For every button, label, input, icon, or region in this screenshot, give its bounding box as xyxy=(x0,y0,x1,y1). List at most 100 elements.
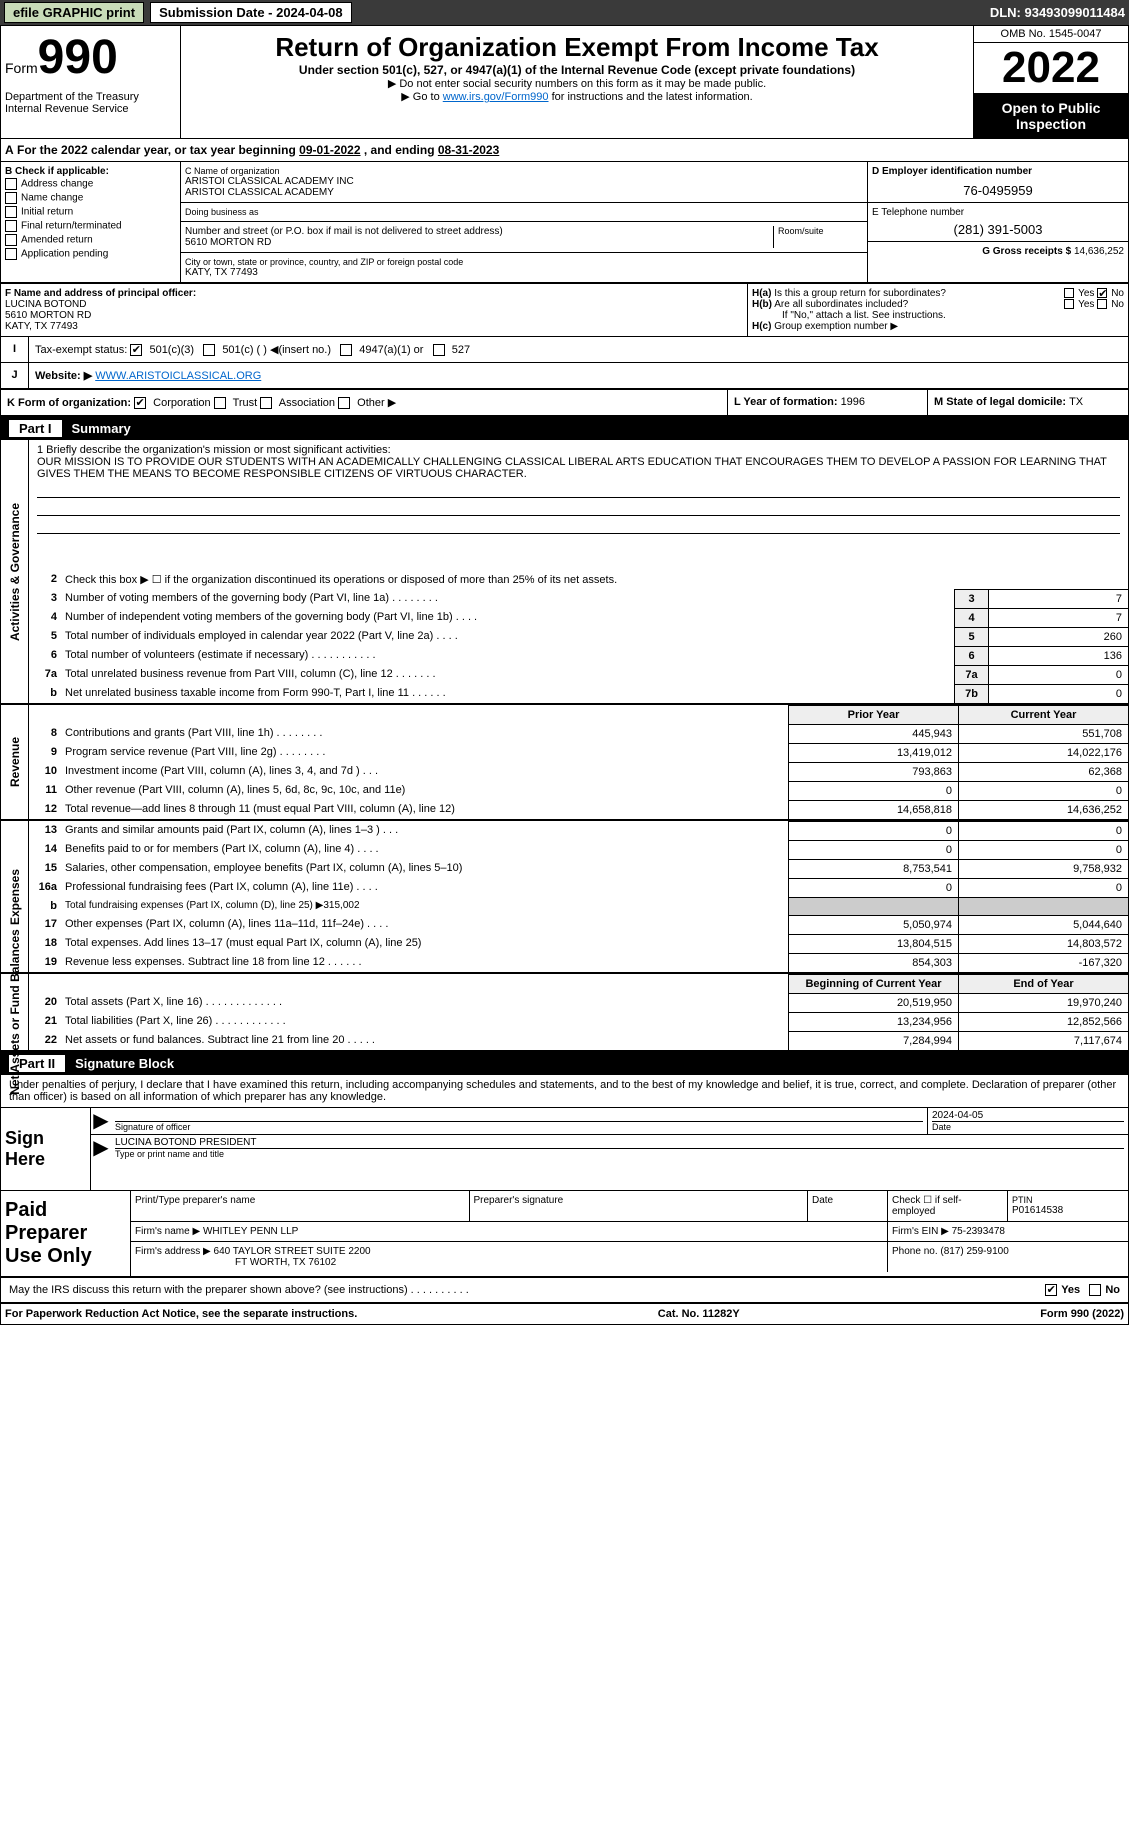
part-2-header: Part II Signature Block xyxy=(1,1052,1128,1075)
irs-link[interactable]: www.irs.gov/Form990 xyxy=(443,91,549,103)
data-line: 18 Total expenses. Add lines 13–17 (must… xyxy=(29,934,1128,953)
cb-other[interactable] xyxy=(338,397,350,409)
header-mid: Return of Organization Exempt From Incom… xyxy=(181,26,973,138)
firm-ein-cell: Firm's EIN ▶ 75-2393478 xyxy=(888,1222,1128,1241)
ha-no-checkbox[interactable] xyxy=(1097,288,1107,298)
arrow-icon: ▶ xyxy=(91,1135,111,1161)
blank-line xyxy=(37,516,1120,534)
tax-year-end: 08-31-2023 xyxy=(438,143,499,157)
cb-name-change[interactable]: Name change xyxy=(5,191,176,205)
line-text: Other revenue (Part VIII, column (A), li… xyxy=(61,781,788,800)
gov-line: 3 Number of voting members of the govern… xyxy=(29,589,1128,608)
date-label: Date xyxy=(932,1121,1124,1132)
city-box: City or town, state or province, country… xyxy=(181,253,867,282)
line-num: 12 xyxy=(29,800,61,819)
gross-receipts-value: 14,636,252 xyxy=(1074,246,1124,257)
block-e: E Telephone number (281) 391-5003 xyxy=(868,203,1128,242)
cb-final-return[interactable]: Final return/terminated xyxy=(5,219,176,233)
col-end-year: End of Year xyxy=(958,974,1128,993)
hc-text: Group exemption number ▶ xyxy=(774,321,898,332)
penalty-text: Under penalties of perjury, I declare th… xyxy=(1,1075,1128,1107)
ha-yes-checkbox[interactable] xyxy=(1064,288,1074,298)
block-bcde: B Check if applicable: Address change Na… xyxy=(1,162,1128,284)
gross-receipts-label: G Gross receipts $ xyxy=(982,246,1074,257)
tab-governance: Activities & Governance xyxy=(1,440,29,703)
line-text: Total number of individuals employed in … xyxy=(61,627,954,646)
line-value: 0 xyxy=(988,665,1128,684)
firm-name-value: WHITLEY PENN LLP xyxy=(203,1226,298,1237)
cb-association[interactable] xyxy=(260,397,272,409)
hb-no-checkbox[interactable] xyxy=(1097,299,1107,309)
data-line: 12 Total revenue—add lines 8 through 11 … xyxy=(29,800,1128,819)
no-label: No xyxy=(1111,299,1124,310)
line-text: Revenue less expenses. Subtract line 18 … xyxy=(61,953,788,972)
line-num: 16a xyxy=(29,878,61,897)
cb-address-change[interactable]: Address change xyxy=(5,177,176,191)
firm-addr-value: 640 TAYLOR STREET SUITE 2200 xyxy=(214,1246,371,1257)
sign-date: 2024-04-05 xyxy=(932,1110,1124,1121)
form-org-label: K Form of organization: xyxy=(7,397,131,409)
tab-gov-label: Activities & Governance xyxy=(8,503,22,641)
cb-initial-return[interactable]: Initial return xyxy=(5,205,176,219)
cb-527[interactable] xyxy=(433,344,445,356)
block-b-label: B Check if applicable: xyxy=(5,166,109,177)
line-text: Total revenue—add lines 8 through 11 (mu… xyxy=(61,800,788,819)
officer-addr: 5610 MORTON RD xyxy=(5,310,743,321)
part-1-header: Part I Summary xyxy=(1,417,1128,440)
cb-lbl: Name change xyxy=(21,193,83,204)
top-bar: efile GRAPHIC print Submission Date - 20… xyxy=(0,0,1129,25)
website-row: J Website: ▶ WWW.ARISTOICLASSICAL.ORG xyxy=(1,363,1128,390)
sign-right: ▶ Signature of officer 2024-04-05 Date ▶… xyxy=(91,1108,1128,1190)
line-box: 6 xyxy=(954,646,988,665)
gov-line: 5 Total number of individuals employed i… xyxy=(29,627,1128,646)
row-j-label: J xyxy=(1,363,29,388)
section-expenses: Expenses 13 Grants and similar amounts p… xyxy=(1,821,1128,974)
col-current-year: Current Year xyxy=(958,705,1128,724)
line-text: Total number of volunteers (estimate if … xyxy=(61,646,954,665)
firm-phone-label: Phone no. xyxy=(892,1246,940,1257)
firm-addr2-value: FT WORTH, TX 76102 xyxy=(135,1257,883,1268)
firm-name-label: Firm's name ▶ xyxy=(135,1226,200,1237)
prior-year-value: 14,658,818 xyxy=(788,800,958,819)
blank-line xyxy=(37,480,1120,498)
cb-lbl: Amended return xyxy=(21,235,93,246)
discuss-no-checkbox[interactable] xyxy=(1089,1284,1101,1296)
cb-corporation[interactable] xyxy=(134,397,146,409)
cb-501c[interactable] xyxy=(203,344,215,356)
prior-year-value: 793,863 xyxy=(788,762,958,781)
cb-amended-return[interactable]: Amended return xyxy=(5,233,176,247)
cb-application-pending[interactable]: Application pending xyxy=(5,247,176,261)
footer-left: For Paperwork Reduction Act Notice, see … xyxy=(5,1308,357,1320)
blank-line xyxy=(37,498,1120,516)
preparer-date-hdr: Date xyxy=(808,1191,888,1221)
ha-text: Is this a group return for subordinates? xyxy=(774,288,946,299)
ssn-warning: ▶ Do not enter social security numbers o… xyxy=(189,77,965,90)
line-box: 7a xyxy=(954,665,988,684)
line-num: 9 xyxy=(29,743,61,762)
prior-year-value: 5,050,974 xyxy=(788,915,958,934)
part-1-title: Summary xyxy=(72,421,131,436)
paid-row-3: Firm's address ▶ 640 TAYLOR STREET SUITE… xyxy=(131,1242,1128,1272)
cb-501c3[interactable] xyxy=(130,344,142,356)
opt-corp: Corporation xyxy=(153,397,210,409)
data-line: 9 Program service revenue (Part VIII, li… xyxy=(29,743,1128,762)
arrow-icon: ▶ xyxy=(91,1108,111,1134)
block-m: M State of legal domicile: TX xyxy=(928,390,1128,415)
header-right: OMB No. 1545-0047 2022 Open to Public In… xyxy=(973,26,1128,138)
website-link[interactable]: WWW.ARISTOICLASSICAL.ORG xyxy=(95,370,261,382)
cb-trust[interactable] xyxy=(214,397,226,409)
line-num: 21 xyxy=(29,1012,61,1031)
hb-yes-checkbox[interactable] xyxy=(1064,299,1074,309)
line-num: 5 xyxy=(29,627,61,646)
addr-label: Number and street (or P.O. box if mail i… xyxy=(185,226,773,237)
officer-label: F Name and address of principal officer: xyxy=(5,288,196,299)
line-num: 8 xyxy=(29,724,61,743)
current-year-value: 19,970,240 xyxy=(958,993,1128,1012)
preparer-name-hdr: Print/Type preparer's name xyxy=(131,1191,470,1221)
discuss-yes-checkbox[interactable] xyxy=(1045,1284,1057,1296)
cb-4947[interactable] xyxy=(340,344,352,356)
sig-row-1: ▶ Signature of officer 2024-04-05 Date xyxy=(91,1108,1128,1135)
current-year-value: 7,117,674 xyxy=(958,1031,1128,1050)
line-num: 6 xyxy=(29,646,61,665)
room-suite-label: Room/suite xyxy=(773,226,863,248)
